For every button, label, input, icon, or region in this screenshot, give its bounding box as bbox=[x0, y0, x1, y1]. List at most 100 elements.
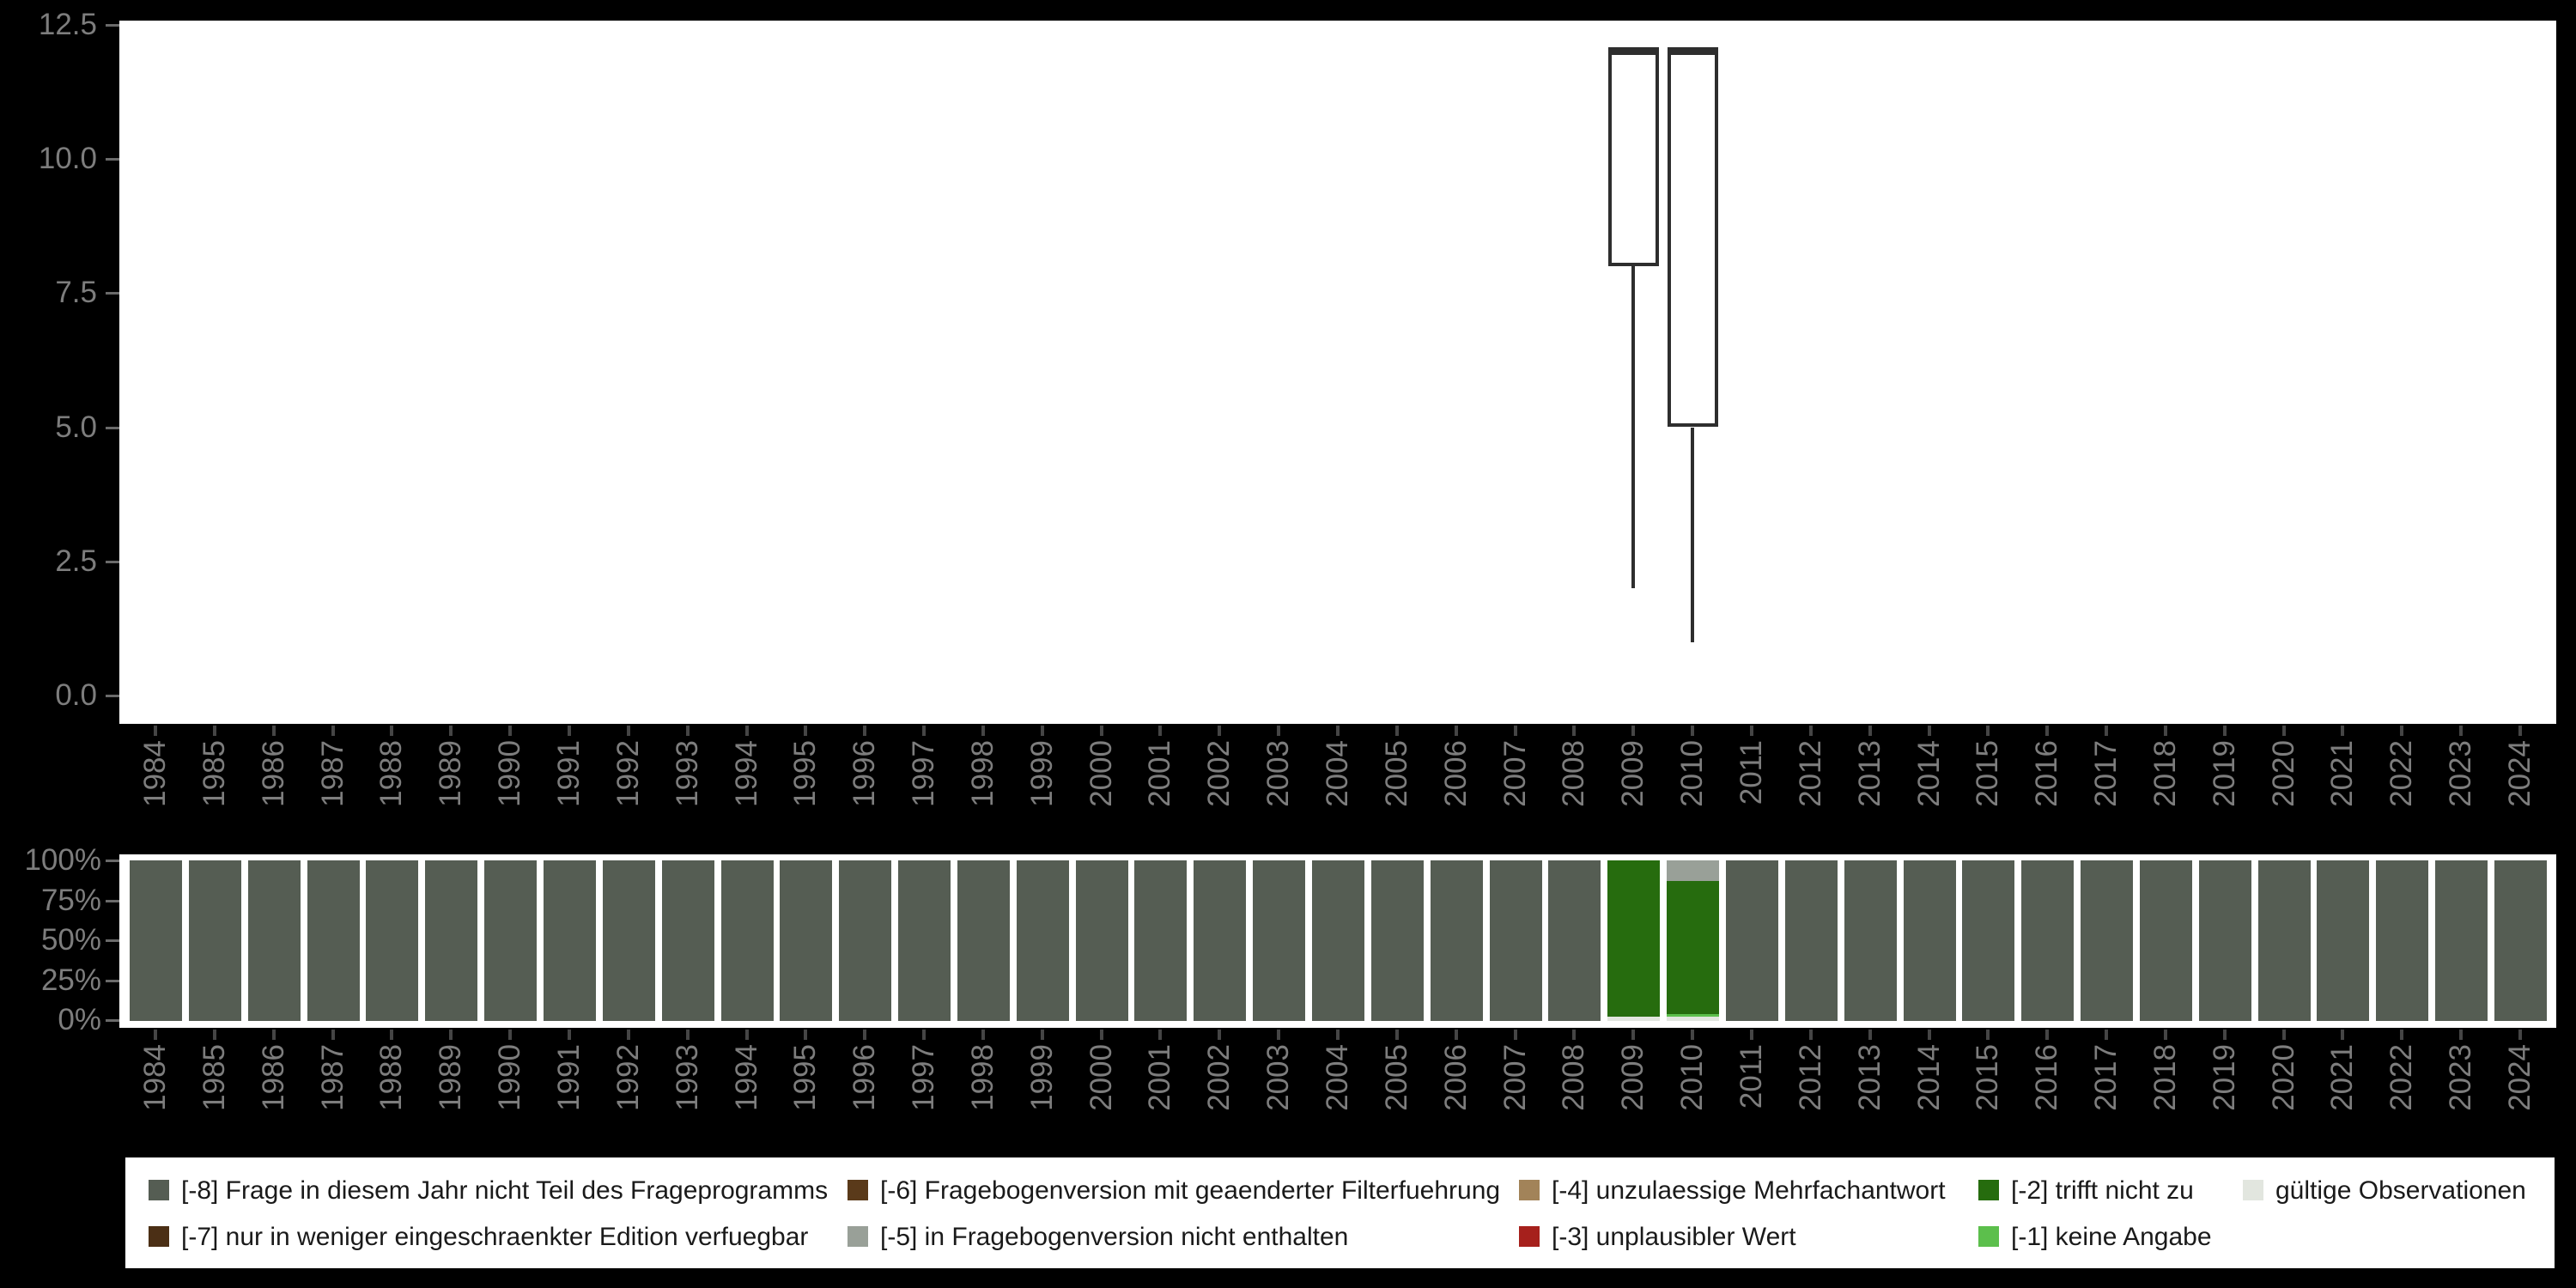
stacked-bar-2005[interactable] bbox=[1371, 860, 1424, 1021]
bar-segment--8 bbox=[1548, 860, 1601, 1021]
percent-x-axis-tick bbox=[390, 1030, 393, 1040]
x-axis-tick-label: 2022 bbox=[2385, 740, 2418, 807]
stacked-bar-1991[interactable] bbox=[544, 860, 596, 1021]
stacked-bar-1989[interactable] bbox=[425, 860, 477, 1021]
stacked-bar-2006[interactable] bbox=[1431, 860, 1483, 1021]
stacked-bar-1992[interactable] bbox=[603, 860, 655, 1021]
bar-segment-valid bbox=[1607, 1016, 1660, 1021]
percent-x-axis-tick bbox=[1809, 1030, 1813, 1040]
bar-segment--8 bbox=[1017, 860, 1069, 1021]
x-axis-tick bbox=[1158, 726, 1162, 736]
legend-swatch--8 bbox=[149, 1180, 169, 1200]
percent-x-axis-tick bbox=[449, 1030, 453, 1040]
percent-x-axis-tick bbox=[627, 1030, 630, 1040]
bar-segment--1 bbox=[1667, 1014, 1719, 1018]
stacked-bar-2012[interactable] bbox=[1785, 860, 1838, 1021]
x-axis-tick-label: 1999 bbox=[1025, 740, 1059, 807]
stacked-bar-1987[interactable] bbox=[307, 860, 360, 1021]
percent-x-axis-tick-label: 2024 bbox=[2503, 1044, 2537, 1111]
percent-x-axis-tick bbox=[2164, 1030, 2167, 1040]
x-axis-tick-label: 1990 bbox=[493, 740, 526, 807]
percent-x-axis-tick-label: 1990 bbox=[493, 1044, 526, 1111]
percent-x-axis-tick bbox=[2282, 1030, 2286, 1040]
stacked-bar-2001[interactable] bbox=[1134, 860, 1187, 1021]
stacked-bar-2013[interactable] bbox=[1844, 860, 1897, 1021]
percent-x-axis-tick bbox=[1100, 1030, 1103, 1040]
stacked-bar-2023[interactable] bbox=[2435, 860, 2488, 1021]
stacked-bar-1988[interactable] bbox=[366, 860, 418, 1021]
bar-segment--8 bbox=[130, 860, 182, 1021]
x-axis-tick bbox=[1809, 726, 1813, 736]
boxplot-box-2010[interactable] bbox=[1668, 47, 1718, 427]
stacked-bar-2024[interactable] bbox=[2494, 860, 2547, 1021]
stacked-bar-2011[interactable] bbox=[1726, 860, 1778, 1021]
bar-segment--8 bbox=[1134, 860, 1187, 1021]
bar-segment--8 bbox=[2317, 860, 2369, 1021]
percent-x-axis-tick bbox=[1455, 1030, 1458, 1040]
stacked-bar-2004[interactable] bbox=[1312, 860, 1364, 1021]
x-axis-tick bbox=[1868, 726, 1872, 736]
y-axis-tick bbox=[106, 24, 119, 27]
x-axis-tick bbox=[2400, 726, 2403, 736]
stacked-bar-1993[interactable] bbox=[662, 860, 714, 1021]
stacked-bar-2009[interactable] bbox=[1607, 860, 1660, 1021]
percent-x-axis-tick-label: 1985 bbox=[197, 1044, 231, 1111]
stacked-bar-1999[interactable] bbox=[1017, 860, 1069, 1021]
x-axis-tick bbox=[2105, 726, 2108, 736]
stacked-bar-2020[interactable] bbox=[2258, 860, 2311, 1021]
stacked-bar-1995[interactable] bbox=[780, 860, 832, 1021]
bar-segment--8 bbox=[189, 860, 241, 1021]
stacked-bar-2016[interactable] bbox=[2021, 860, 2074, 1021]
percent-axis-tick bbox=[106, 939, 119, 942]
x-axis-tick-label: 2004 bbox=[1321, 740, 1354, 807]
bar-segment--8 bbox=[1490, 860, 1542, 1021]
stacked-bar-2008[interactable] bbox=[1548, 860, 1601, 1021]
percent-x-axis-tick-label: 1984 bbox=[138, 1044, 172, 1111]
stacked-bar-2021[interactable] bbox=[2317, 860, 2369, 1021]
y-axis-tick-label: 5.0 bbox=[55, 410, 97, 444]
percent-x-axis-tick bbox=[213, 1030, 216, 1040]
stacked-bar-1994[interactable] bbox=[721, 860, 774, 1021]
stacked-bar-2022[interactable] bbox=[2376, 860, 2428, 1021]
legend-swatch--7 bbox=[149, 1226, 169, 1247]
x-axis-tick bbox=[922, 726, 926, 736]
percent-x-axis-tick bbox=[922, 1030, 926, 1040]
stacked-bar-2015[interactable] bbox=[1962, 860, 2014, 1021]
stacked-bar-2002[interactable] bbox=[1194, 860, 1246, 1021]
bar-segment--8 bbox=[366, 860, 418, 1021]
x-axis-tick bbox=[745, 726, 749, 736]
percent-x-axis-tick-label: 2014 bbox=[1912, 1044, 1946, 1111]
percent-x-axis-tick bbox=[1868, 1030, 1872, 1040]
stacked-bar-1998[interactable] bbox=[957, 860, 1010, 1021]
percent-x-axis-tick bbox=[2400, 1030, 2403, 1040]
x-axis-tick bbox=[2459, 726, 2463, 736]
x-axis-tick bbox=[154, 726, 157, 736]
stacked-bar-1984[interactable] bbox=[130, 860, 182, 1021]
stacked-bar-1990[interactable] bbox=[484, 860, 537, 1021]
stacked-bar-2017[interactable] bbox=[2081, 860, 2133, 1021]
x-axis-tick-label: 1997 bbox=[907, 740, 940, 807]
stacked-bar-1985[interactable] bbox=[189, 860, 241, 1021]
percent-x-axis-tick-label: 2022 bbox=[2385, 1044, 2418, 1111]
percent-x-axis-tick-label: 2006 bbox=[1439, 1044, 1473, 1111]
legend-label-valid: gültige Observationen bbox=[2275, 1176, 2526, 1205]
percent-x-axis-tick-label: 1989 bbox=[434, 1044, 467, 1111]
stacked-bar-2018[interactable] bbox=[2140, 860, 2192, 1021]
stacked-bar-2019[interactable] bbox=[2199, 860, 2251, 1021]
stacked-bar-1986[interactable] bbox=[248, 860, 301, 1021]
boxplot-box-2009[interactable] bbox=[1608, 47, 1659, 266]
x-axis-tick-label: 1995 bbox=[788, 740, 822, 807]
stacked-bar-1997[interactable] bbox=[898, 860, 951, 1021]
stacked-bar-2003[interactable] bbox=[1253, 860, 1305, 1021]
percent-x-axis-tick bbox=[804, 1030, 807, 1040]
percent-axis-tick bbox=[106, 900, 119, 902]
percent-x-axis-tick bbox=[2045, 1030, 2049, 1040]
stacked-bar-2014[interactable] bbox=[1904, 860, 1956, 1021]
x-axis-tick bbox=[272, 726, 276, 736]
stacked-bar-2000[interactable] bbox=[1076, 860, 1128, 1021]
percent-axis-tick-label: 25% bbox=[40, 963, 101, 997]
bar-segment--8 bbox=[721, 860, 774, 1021]
stacked-bar-1996[interactable] bbox=[839, 860, 891, 1021]
stacked-bar-2007[interactable] bbox=[1490, 860, 1542, 1021]
stacked-bar-2010[interactable] bbox=[1667, 860, 1719, 1021]
